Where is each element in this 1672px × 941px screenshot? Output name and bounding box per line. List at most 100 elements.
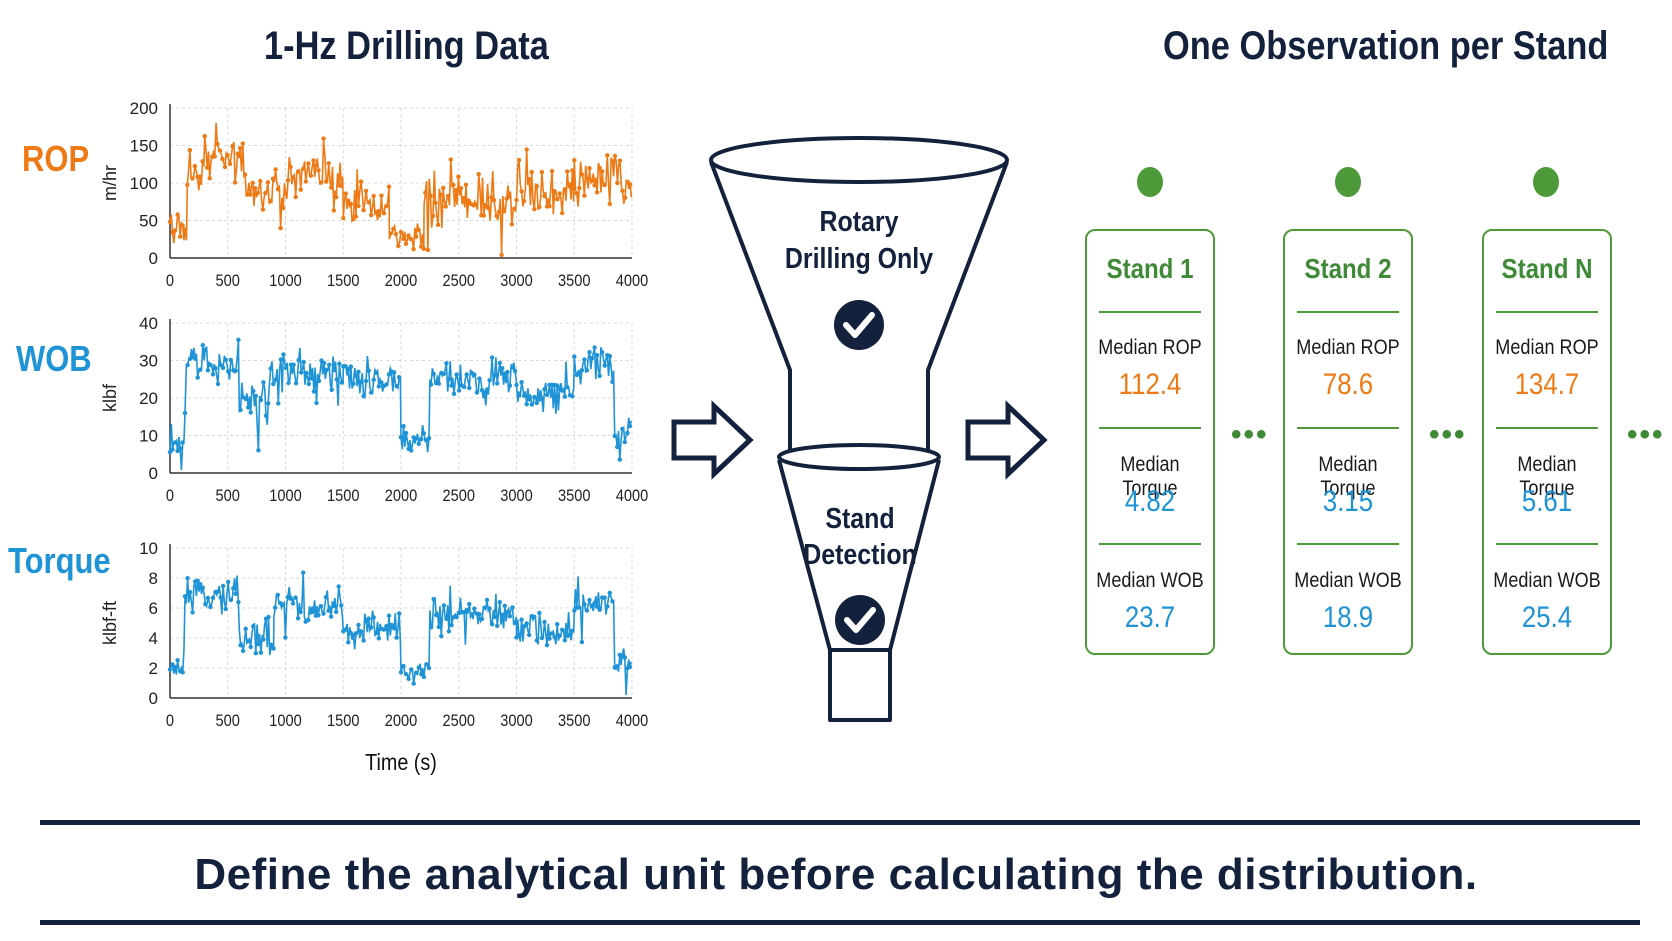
data-point	[178, 446, 183, 451]
data-point	[444, 361, 449, 366]
data-point	[426, 436, 432, 441]
data-point	[343, 364, 348, 369]
stand-title: Stand 2	[1304, 253, 1392, 284]
data-point	[446, 629, 452, 634]
data-point	[178, 234, 183, 239]
data-point	[510, 605, 515, 610]
x-tick-label: 500	[216, 487, 241, 505]
right-heading: One Observation per Stand	[1163, 24, 1609, 68]
data-point	[411, 681, 416, 686]
data-point	[182, 410, 188, 416]
data-point	[334, 377, 339, 382]
data-point	[602, 363, 607, 368]
wob-chart: 0 500 1000 1500 2000 2500 3000 3500 4000 0 10 20 30 4…	[100, 314, 648, 505]
data-point	[391, 626, 397, 631]
data-point	[484, 597, 490, 603]
data-point	[397, 375, 402, 380]
data-point	[235, 151, 240, 156]
data-point	[231, 586, 236, 591]
data-point	[361, 207, 366, 213]
data-point	[534, 638, 539, 643]
data-point	[250, 180, 255, 186]
x-tick-label: 3500	[558, 487, 591, 505]
data-point	[298, 187, 303, 192]
data-point	[398, 670, 404, 675]
data-point	[600, 350, 605, 355]
data-point	[610, 599, 615, 604]
data-point	[190, 176, 195, 181]
data-point	[519, 189, 524, 194]
stand-marker-dot	[1533, 167, 1559, 197]
data-point	[527, 397, 532, 402]
x-tick-label: 0	[166, 272, 174, 290]
data-point	[587, 166, 592, 171]
data-point	[266, 614, 271, 620]
data-point	[617, 457, 622, 462]
data-point	[622, 655, 627, 660]
data-point	[290, 175, 296, 180]
data-point	[180, 670, 185, 675]
data-point	[255, 190, 260, 195]
data-point	[594, 190, 600, 195]
data-point	[288, 164, 293, 169]
data-point	[293, 595, 298, 600]
data-point	[180, 223, 185, 228]
data-point	[336, 584, 341, 589]
data-point	[467, 601, 472, 607]
data-point	[358, 179, 364, 184]
data-point	[625, 430, 630, 436]
data-point	[208, 604, 213, 610]
data-point	[516, 157, 522, 163]
torque-series-label: Torque	[8, 540, 111, 581]
data-point	[331, 604, 336, 609]
data-point	[361, 638, 366, 643]
data-point	[304, 370, 309, 376]
x-tick-label: 1500	[327, 272, 360, 290]
data-point	[544, 643, 550, 648]
data-point	[620, 426, 625, 432]
data-point	[570, 168, 575, 173]
data-point	[256, 641, 261, 647]
data-point	[316, 168, 321, 173]
x-tick-label: 2500	[442, 487, 475, 505]
data-point	[311, 158, 316, 163]
data-point	[582, 193, 587, 198]
data-point	[570, 394, 575, 399]
data-point	[208, 362, 213, 368]
data-point	[205, 595, 211, 601]
data-point	[203, 347, 208, 352]
data-point	[258, 397, 264, 403]
data-point	[285, 178, 291, 183]
data-point	[253, 393, 258, 399]
median-torque-label: Median Torque	[1120, 453, 1180, 500]
data-point	[187, 148, 193, 153]
data-point	[313, 163, 319, 168]
data-point	[401, 236, 406, 241]
data-point	[222, 164, 228, 170]
x-tick-label: 0	[166, 487, 174, 505]
data-point	[266, 401, 271, 406]
data-point	[431, 597, 436, 602]
data-point	[496, 209, 502, 214]
data-point	[326, 161, 331, 166]
y-axis-label: m/hr	[100, 165, 120, 201]
data-point	[195, 578, 200, 583]
data-point	[281, 352, 286, 357]
data-point	[329, 387, 334, 392]
data-point	[228, 597, 233, 603]
check-icon	[835, 595, 885, 645]
data-point	[384, 382, 389, 387]
data-point	[261, 380, 266, 385]
data-point	[331, 208, 336, 213]
y-tick-label: 150	[130, 137, 158, 156]
data-point	[351, 381, 356, 386]
data-point	[477, 376, 482, 381]
data-point	[409, 448, 414, 453]
data-point	[477, 612, 482, 617]
data-point	[210, 372, 216, 377]
data-point	[243, 626, 248, 631]
data-point	[397, 611, 402, 616]
data-point	[346, 198, 351, 203]
data-point	[454, 614, 459, 620]
data-point	[615, 664, 620, 669]
